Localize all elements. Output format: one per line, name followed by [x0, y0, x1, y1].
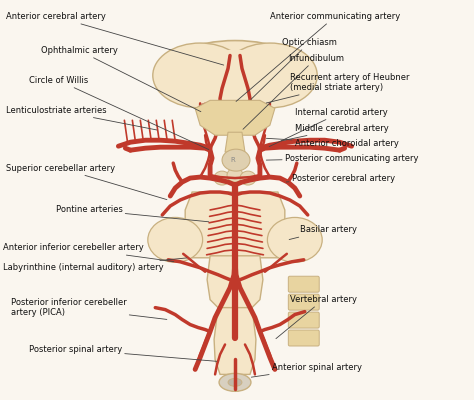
- Text: Lenticulostriate arteries: Lenticulostriate arteries: [6, 106, 157, 130]
- Ellipse shape: [267, 218, 322, 262]
- Text: Anterior spinal artery: Anterior spinal artery: [251, 363, 362, 377]
- Ellipse shape: [240, 171, 256, 185]
- Text: Optic chiasm: Optic chiasm: [251, 38, 337, 99]
- FancyBboxPatch shape: [288, 330, 319, 346]
- Text: Posterior spinal artery: Posterior spinal artery: [29, 345, 217, 361]
- Text: Pontine arteries: Pontine arteries: [55, 206, 209, 222]
- Polygon shape: [195, 100, 275, 135]
- Ellipse shape: [195, 50, 275, 107]
- Text: Labyrinthine (internal auditory) artery: Labyrinthine (internal auditory) artery: [3, 258, 187, 272]
- Polygon shape: [207, 256, 263, 310]
- Text: Posterior communicating artery: Posterior communicating artery: [266, 154, 419, 163]
- Ellipse shape: [148, 218, 202, 262]
- Text: R: R: [231, 157, 236, 163]
- Text: Internal carotid artery: Internal carotid artery: [269, 108, 388, 146]
- Polygon shape: [225, 132, 245, 152]
- Text: Anterior cerebral artery: Anterior cerebral artery: [6, 12, 224, 65]
- Ellipse shape: [223, 43, 317, 108]
- FancyBboxPatch shape: [288, 312, 319, 328]
- Text: Vertebral artery: Vertebral artery: [276, 295, 357, 339]
- Polygon shape: [214, 308, 256, 374]
- Ellipse shape: [160, 40, 310, 110]
- Ellipse shape: [227, 168, 243, 182]
- Ellipse shape: [222, 149, 250, 171]
- Text: Ophthalmic artery: Ophthalmic artery: [41, 46, 201, 112]
- Ellipse shape: [153, 43, 247, 108]
- FancyBboxPatch shape: [288, 276, 319, 292]
- Polygon shape: [185, 192, 285, 258]
- Text: Infundibulum: Infundibulum: [243, 54, 344, 129]
- Ellipse shape: [214, 171, 230, 185]
- Text: Anterior communicating artery: Anterior communicating artery: [236, 12, 400, 102]
- Text: Middle cerebral artery: Middle cerebral artery: [281, 124, 389, 141]
- Ellipse shape: [219, 373, 251, 391]
- Text: Posterior cerebral artery: Posterior cerebral artery: [286, 174, 395, 182]
- Text: Recurrent artery of Heubner
(medial striate artery): Recurrent artery of Heubner (medial stri…: [266, 73, 410, 103]
- Text: Anterior inferior cerebeller artery: Anterior inferior cerebeller artery: [3, 243, 174, 262]
- FancyBboxPatch shape: [288, 294, 319, 310]
- Text: Posterior inferior cerebeller
artery (PICA): Posterior inferior cerebeller artery (PI…: [11, 298, 167, 320]
- Ellipse shape: [228, 378, 242, 386]
- Text: Anterior choroidal artery: Anterior choroidal artery: [266, 138, 399, 148]
- Text: Superior cerebellar artery: Superior cerebellar artery: [6, 164, 167, 200]
- Text: Basilar artery: Basilar artery: [289, 225, 357, 240]
- Text: Circle of Willis: Circle of Willis: [29, 76, 209, 150]
